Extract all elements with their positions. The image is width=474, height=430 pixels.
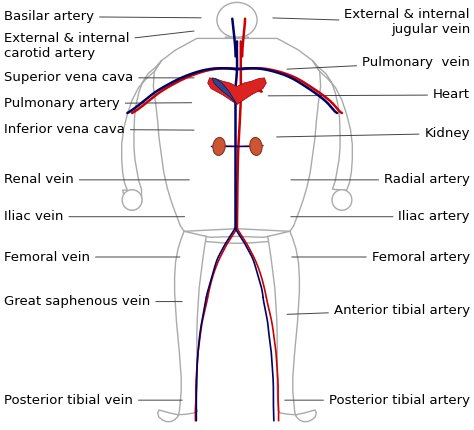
Polygon shape	[157, 231, 206, 421]
Polygon shape	[268, 231, 317, 421]
Text: Posterior tibial vein: Posterior tibial vein	[4, 393, 182, 407]
Text: Iliac artery: Iliac artery	[291, 210, 470, 223]
Text: Femoral artery: Femoral artery	[292, 251, 470, 264]
Text: Posterior tibial artery: Posterior tibial artery	[285, 393, 470, 407]
Text: Radial artery: Radial artery	[291, 173, 470, 186]
Polygon shape	[212, 78, 237, 104]
Ellipse shape	[332, 190, 352, 210]
Text: Basilar artery: Basilar artery	[4, 10, 201, 23]
Text: Pulmonary artery: Pulmonary artery	[4, 97, 191, 110]
Text: Anterior tibial artery: Anterior tibial artery	[287, 304, 470, 316]
Text: Inferior vena cava: Inferior vena cava	[4, 123, 194, 136]
Polygon shape	[184, 231, 290, 243]
Text: Great saphenous vein: Great saphenous vein	[4, 295, 182, 308]
Text: External & internal
carotid artery: External & internal carotid artery	[4, 31, 194, 60]
Text: Iliac vein: Iliac vein	[4, 210, 184, 223]
Polygon shape	[224, 37, 250, 47]
Ellipse shape	[122, 190, 142, 210]
Polygon shape	[313, 61, 352, 190]
Polygon shape	[154, 38, 320, 231]
Polygon shape	[208, 78, 266, 104]
Text: Pulmonary  vein: Pulmonary vein	[287, 56, 470, 69]
Text: Renal vein: Renal vein	[4, 173, 189, 186]
Ellipse shape	[213, 138, 225, 155]
Text: External & internal
jugular vein: External & internal jugular vein	[273, 8, 470, 36]
Ellipse shape	[250, 138, 262, 155]
Text: Femoral vein: Femoral vein	[4, 251, 180, 264]
Ellipse shape	[217, 3, 257, 37]
Text: Heart: Heart	[268, 89, 470, 101]
Text: Superior vena cava: Superior vena cava	[4, 71, 194, 84]
Text: Kidney: Kidney	[277, 127, 470, 140]
Polygon shape	[122, 61, 161, 207]
